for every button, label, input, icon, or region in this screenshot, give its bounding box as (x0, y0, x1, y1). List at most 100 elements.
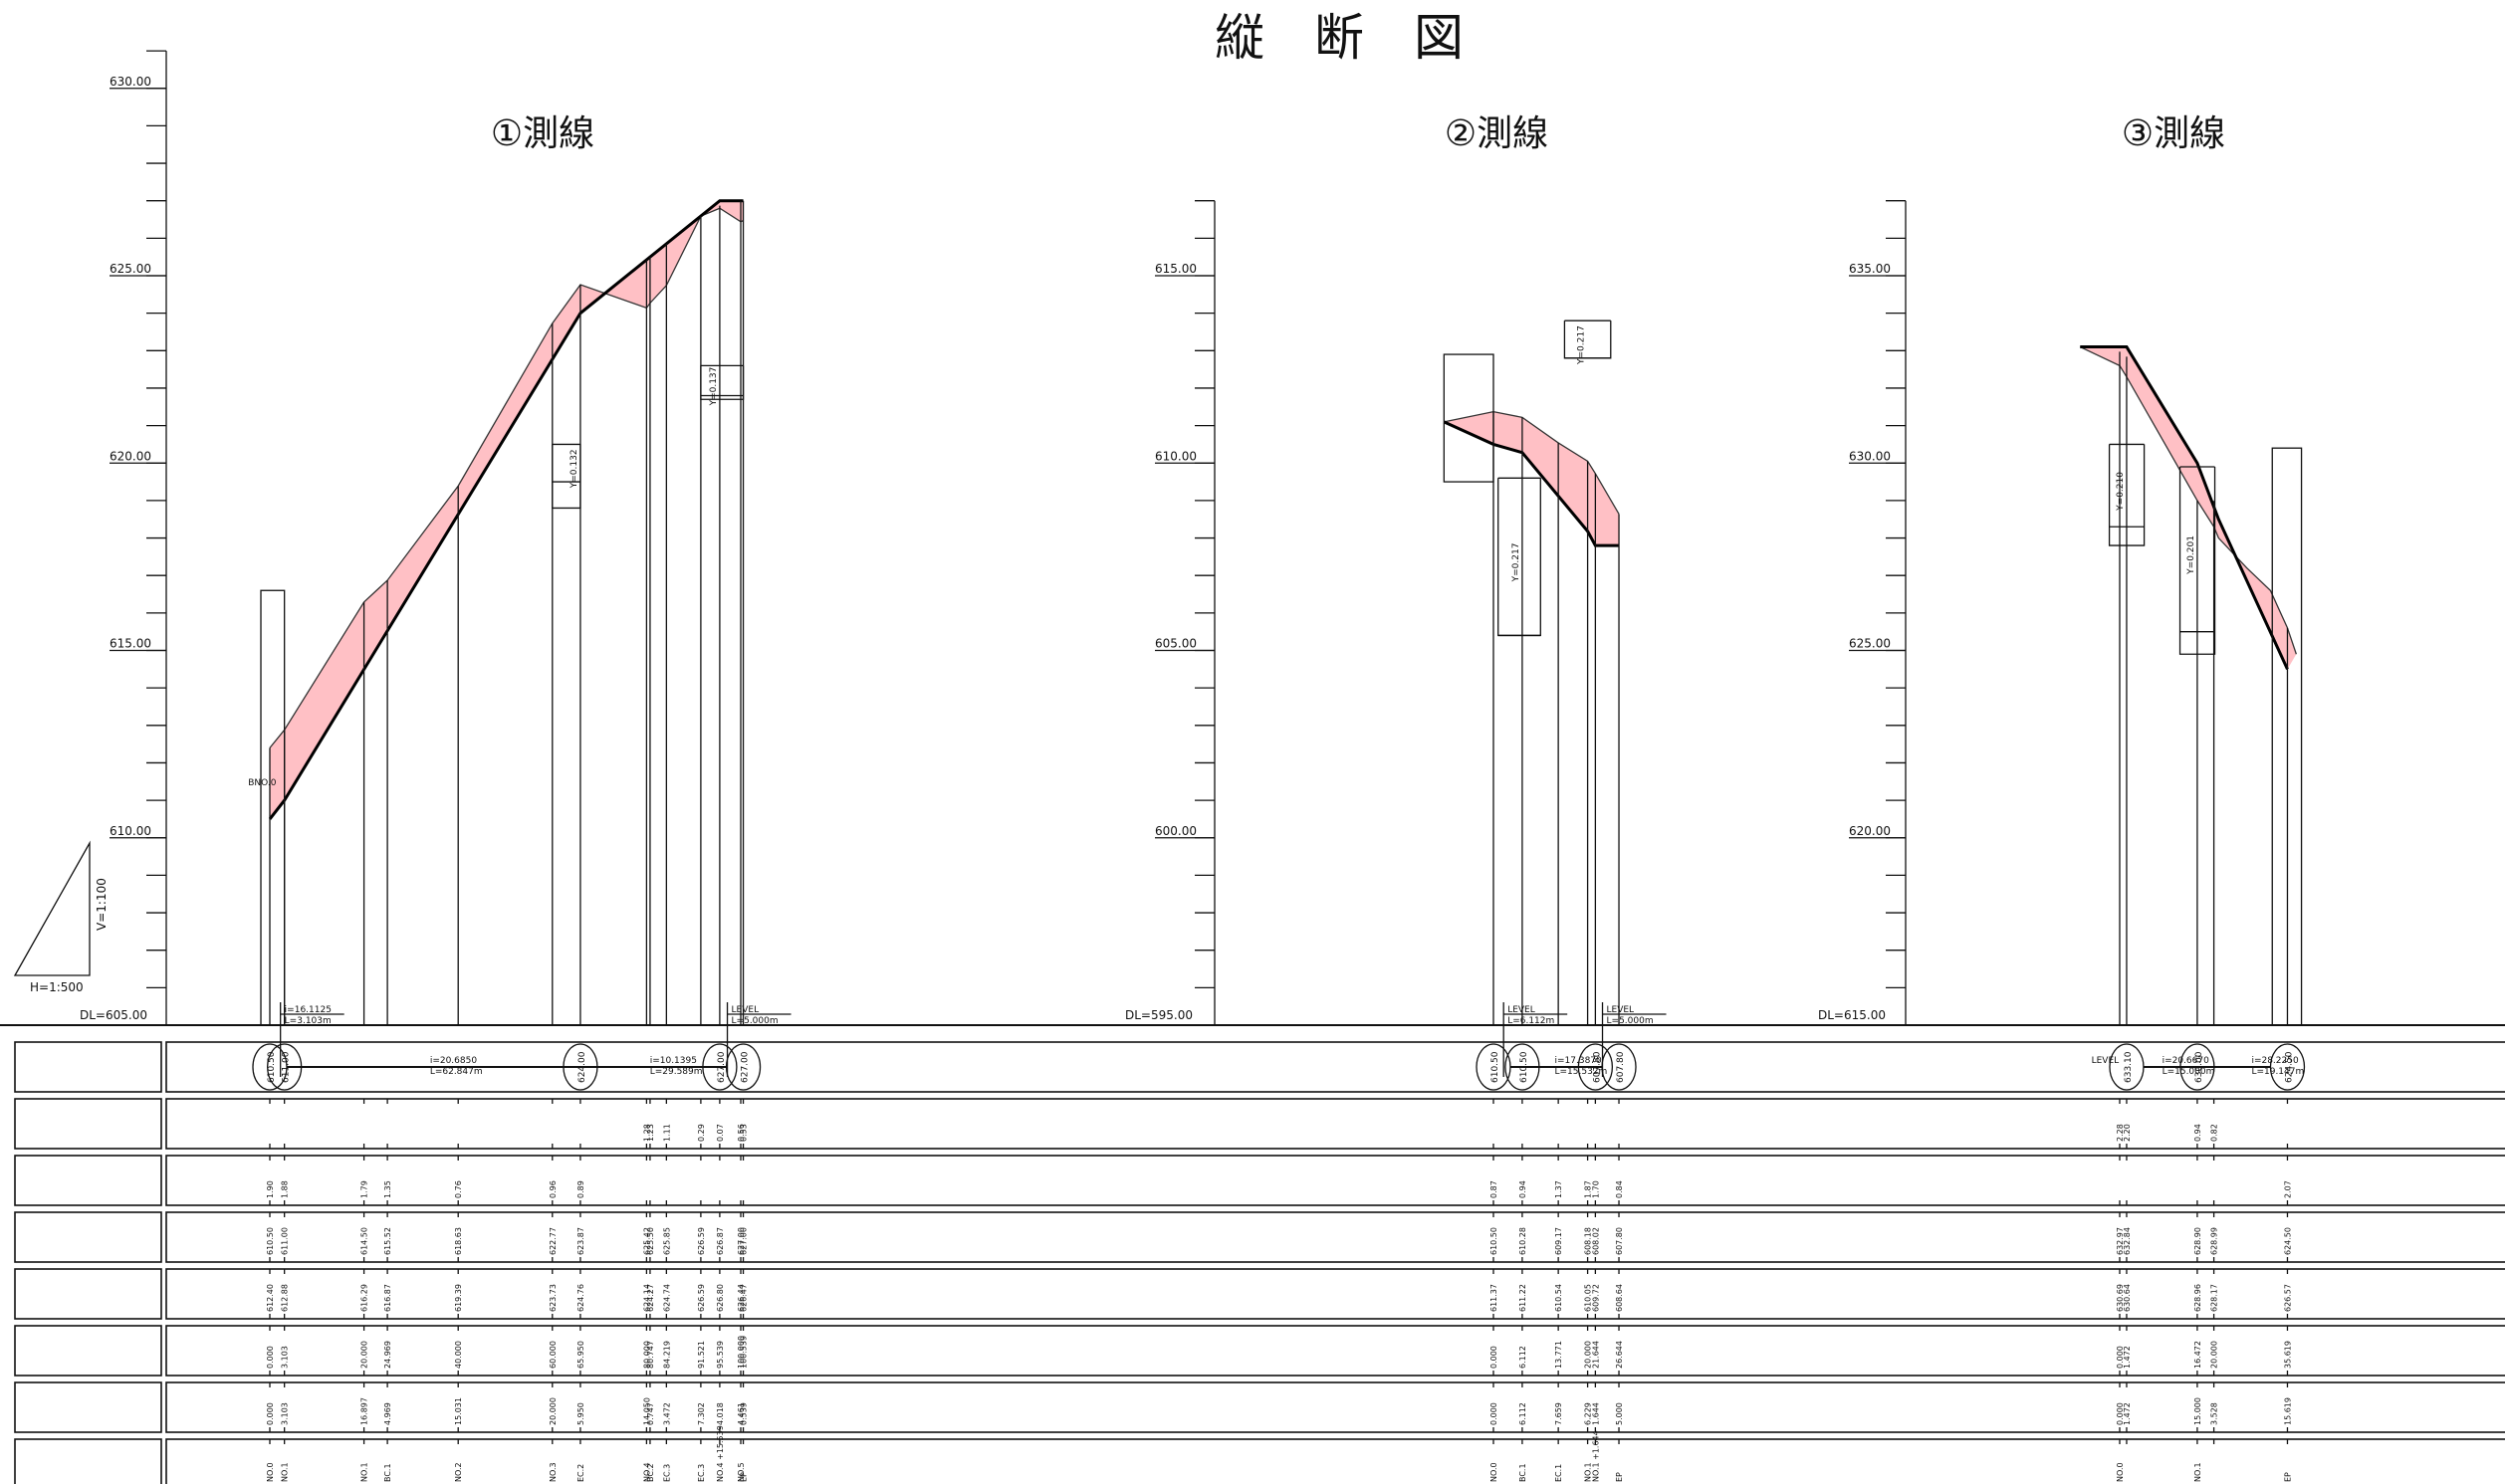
row-label-box (14, 1155, 162, 1206)
section-title-1: ①測線 (491, 113, 594, 154)
row-value-cut: 1.88 (281, 1180, 290, 1198)
row-value-ground: 619.39 (454, 1284, 463, 1312)
row-value-add: 0.000 (266, 1346, 275, 1369)
row-value-ground: 624.76 (576, 1284, 585, 1312)
row-value-single: 4.018 (716, 1402, 725, 1425)
row-value-fill: 1.11 (662, 1124, 671, 1142)
grade-value: 624.50 (2284, 1051, 2294, 1083)
cut-area (1444, 411, 1620, 546)
axis-label: 615.00 (1155, 262, 1197, 276)
vertical-curve-label: Y=0.137 (709, 367, 719, 407)
row-value-name: NO.5 (737, 1462, 746, 1482)
row-value-plan: 610.50 (1489, 1227, 1498, 1255)
reference-box (1443, 353, 1494, 483)
row-value-single: 7.659 (1554, 1402, 1563, 1425)
row-value-plan: 628.90 (2193, 1227, 2202, 1255)
row-value-single: 6.229 (1584, 1402, 1593, 1425)
row-value-cut: 0.76 (454, 1180, 463, 1198)
row-value-single: 1.644 (1591, 1402, 1600, 1425)
axis-label: 600.00 (1155, 824, 1197, 838)
row-value-ground: 611.37 (1489, 1284, 1498, 1312)
row-value-fill: 0.82 (2210, 1124, 2219, 1142)
row-value-single: 20.000 (549, 1397, 558, 1425)
axis-label: 635.00 (1849, 262, 1891, 276)
scale-indicator: V=1:100 H=1:500 (13, 840, 109, 994)
row-value-add: 13.771 (1554, 1341, 1563, 1369)
row-value-fill: 0.29 (697, 1124, 706, 1142)
row-value-single: 3.103 (281, 1402, 290, 1425)
axis-label: 625.00 (110, 262, 151, 276)
row-value-add: 26.644 (1615, 1341, 1624, 1369)
row-value-single: 3.528 (2210, 1402, 2219, 1425)
row-value-name: NO.1 (2193, 1462, 2202, 1482)
row-value-plan: 625.50 (646, 1227, 655, 1255)
row-value-name: NO.1 (360, 1462, 369, 1482)
row-value-add: 21.644 (1591, 1341, 1600, 1369)
reference-box (260, 589, 286, 1026)
row-value-add: 3.103 (281, 1346, 290, 1369)
row-value-name: BC.1 (1518, 1463, 1527, 1482)
grade-label: L=5.000m (1607, 1016, 1654, 1026)
row-value-add: 95.539 (716, 1341, 725, 1369)
row-value-add: 65.950 (576, 1341, 585, 1369)
row-value-add: 35.619 (2283, 1341, 2292, 1369)
row-value-name: NO.0 (2116, 1462, 2125, 1482)
row-value-plan: 625.85 (662, 1227, 671, 1255)
row-value-add: 0.000 (1489, 1346, 1498, 1369)
row-value-plan: 632.84 (2123, 1227, 2132, 1255)
datum-label: DL=615.00 (1818, 1008, 1886, 1022)
row-value-ground: 610.05 (1584, 1284, 1593, 1312)
row-value-cut: 2.07 (2283, 1180, 2292, 1198)
row-value-add: 20.000 (2210, 1341, 2219, 1369)
axis-label: 615.00 (110, 637, 151, 651)
row-label-box (14, 1325, 162, 1377)
grade-value: 633.10 (2124, 1051, 2134, 1083)
row-label-box (14, 1381, 162, 1433)
axis-label: 610.00 (110, 824, 151, 838)
row-value-add: 16.472 (2193, 1341, 2202, 1369)
grade-label: L=3.103m (285, 1016, 332, 1026)
row-value-single: 7.302 (697, 1402, 706, 1425)
row-value-plan: 623.87 (576, 1227, 585, 1255)
vertical-curve-box (2178, 467, 2216, 655)
row-value-add: 20.000 (1584, 1341, 1593, 1369)
axis-label: 625.00 (1849, 637, 1891, 651)
grade-label: L=6.112m (1507, 1016, 1554, 1026)
row-value-ground: 612.40 (266, 1284, 275, 1312)
grade-label: i=16.1125 (285, 1005, 332, 1015)
grade-label: LEVEL (2092, 1056, 2120, 1066)
row-value-add: 40.000 (454, 1341, 463, 1369)
section-3-profile: 635.00 630.00 625.00 620.00 DL=615.00 Y=0.210… (1818, 200, 2306, 1482)
plan-line (268, 199, 744, 820)
row-band (165, 1325, 2505, 1377)
row-value-single: 15.619 (2283, 1397, 2292, 1425)
axis-label: 605.00 (1155, 637, 1197, 651)
row-value-name: BC.2 (646, 1463, 655, 1482)
row-value-plan: 625.42 (642, 1227, 651, 1255)
datum-label: DL=595.00 (1125, 1008, 1193, 1022)
row-value-fill: 0.53 (740, 1124, 749, 1142)
grade-value: 627.00 (741, 1051, 751, 1083)
grade-label: LEVEL (1607, 1005, 1635, 1015)
row-value-ground: 626.47 (740, 1284, 749, 1312)
row-value-add: 20.000 (360, 1341, 369, 1369)
row-value-plan: 615.52 (383, 1227, 392, 1255)
vertical-curve-box (552, 444, 581, 510)
vertical-curve-label: Y=0.210 (2116, 472, 2126, 512)
row-value-ground: 628.96 (2193, 1284, 2202, 1312)
cut-area (2080, 346, 2297, 670)
row-value-cut: 0.89 (576, 1180, 585, 1198)
benchmark-label: BNO.0 (248, 778, 276, 788)
row-value-plan: 611.00 (281, 1227, 290, 1255)
row-value-fill: 1.23 (646, 1124, 655, 1142)
reference-box (2271, 447, 2303, 1026)
row-value-single: 0.000 (2116, 1402, 2125, 1425)
row-value-add: 91.521 (697, 1341, 706, 1369)
row-value-plan: 626.87 (716, 1227, 725, 1255)
row-value-single: 0.747 (646, 1402, 655, 1425)
row-value-cut: 1.37 (1554, 1180, 1563, 1198)
row-value-cut: 1.87 (1584, 1180, 1593, 1198)
row-label-box (14, 1098, 162, 1150)
row-value-add: 100.000 (737, 1336, 746, 1369)
